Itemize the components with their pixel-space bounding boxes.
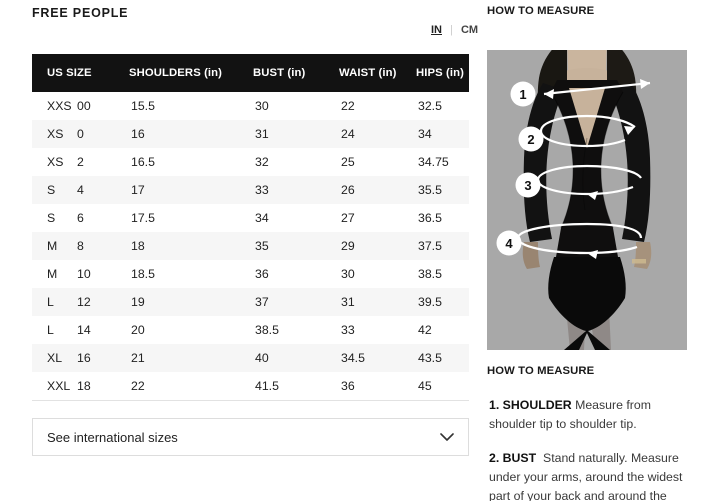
svg-text:2: 2: [527, 132, 534, 147]
svg-text:3: 3: [524, 178, 531, 193]
svg-text:4: 4: [505, 236, 513, 251]
svg-text:1: 1: [519, 87, 526, 102]
